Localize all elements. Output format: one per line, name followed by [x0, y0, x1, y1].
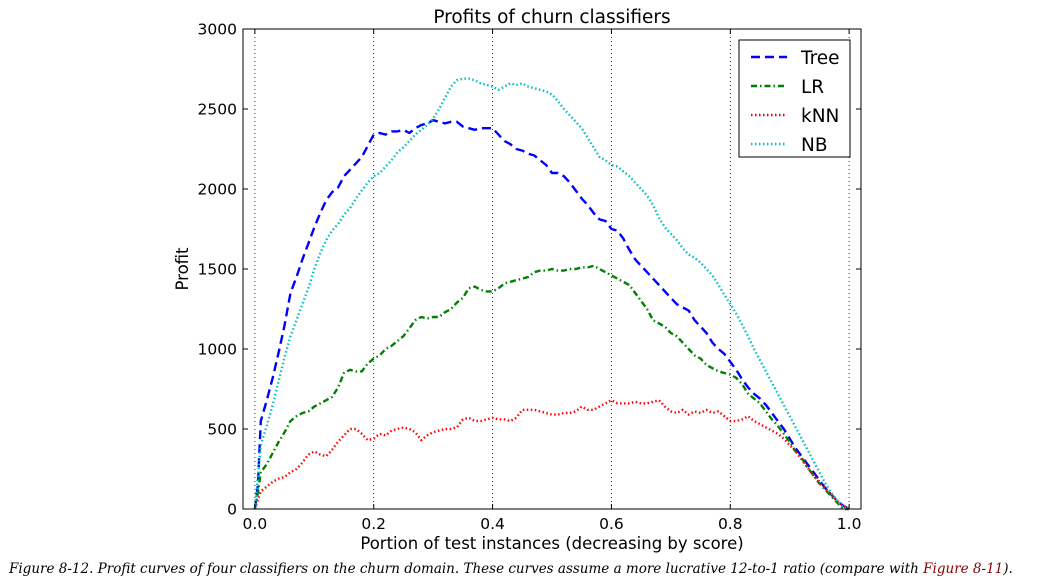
y-tick-label-4: 2000 — [198, 181, 237, 199]
caption-figure-link[interactable]: Figure 8-11 — [923, 561, 1004, 577]
legend-label-knn: kNN — [801, 106, 839, 127]
series-line-nb — [253, 77, 850, 511]
series-line-tree — [253, 119, 850, 511]
x-tick-label-4: 0.8 — [718, 515, 743, 533]
x-tick-label-5: 1.0 — [837, 515, 862, 533]
legend-box — [738, 39, 851, 158]
figure-caption: Figure 8-12. Profit curves of four class… — [9, 561, 1013, 577]
y-tick-label-2: 1000 — [198, 341, 237, 359]
caption-text: Figure 8-12. Profit curves of four class… — [9, 561, 924, 577]
y-tick-label-0: 0 — [227, 501, 237, 519]
legend-label-tree: Tree — [800, 48, 840, 69]
x-tick-label-0: 0.0 — [243, 515, 268, 533]
caption-end: ). — [1003, 561, 1013, 577]
x-tick-label-3: 0.6 — [599, 515, 624, 533]
x-tick-label-2: 0.4 — [480, 515, 505, 533]
x-tick-label-1: 0.2 — [361, 515, 386, 533]
series-line-lr — [253, 264, 850, 511]
y-tick-label-1: 500 — [207, 421, 237, 439]
chart-title: Profits of churn classifiers — [433, 7, 670, 28]
profit-chart: 0.0 0.2 0.4 0.6 0.8 1.0 0 500 1000 1500 2000 2500 30… — [173, 7, 862, 553]
series-line-knn — [253, 399, 850, 511]
y-tick-label-3: 1500 — [198, 261, 237, 279]
legend-label-lr: LR — [801, 77, 824, 98]
y-tick-label-6: 3000 — [198, 21, 237, 39]
x-axis-label: Portion of test instances (decreasing by… — [360, 534, 743, 553]
y-tick-label-5: 2500 — [198, 101, 237, 119]
y-axis-label: Profit — [173, 247, 192, 291]
legend-label-nb: NB — [801, 135, 828, 156]
